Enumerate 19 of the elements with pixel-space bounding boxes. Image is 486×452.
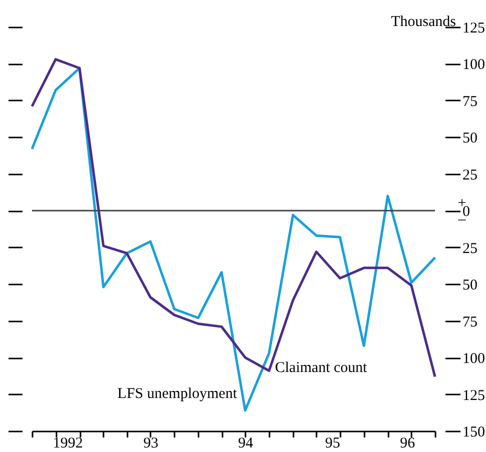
series-label: LFS unemployment bbox=[117, 386, 238, 402]
y-tick-label: 125 bbox=[462, 388, 485, 404]
y-tick-label: 125 bbox=[462, 20, 485, 36]
y-tick-label: 100 bbox=[462, 351, 485, 368]
x-tick-label: 1992 bbox=[52, 436, 83, 452]
y-tick-label: 50 bbox=[462, 130, 478, 147]
x-tick-label: 96 bbox=[400, 436, 416, 452]
annotation: Thousands bbox=[391, 14, 456, 30]
y-tick-label: 150 bbox=[462, 424, 485, 440]
y-tick-label: 25 bbox=[462, 240, 478, 257]
x-tick-label: 93 bbox=[143, 436, 158, 452]
y-tick-label: 25 bbox=[462, 167, 478, 184]
x-tick-label: 94 bbox=[238, 436, 254, 452]
x-tick-label: 95 bbox=[325, 436, 340, 452]
y-tick-label: 100 bbox=[462, 57, 485, 74]
y-tick-label: 75 bbox=[462, 314, 478, 330]
series-label: Claimant count bbox=[275, 360, 368, 376]
y-tick-label: 50 bbox=[462, 278, 478, 294]
y-tick-label: 75 bbox=[462, 94, 478, 110]
